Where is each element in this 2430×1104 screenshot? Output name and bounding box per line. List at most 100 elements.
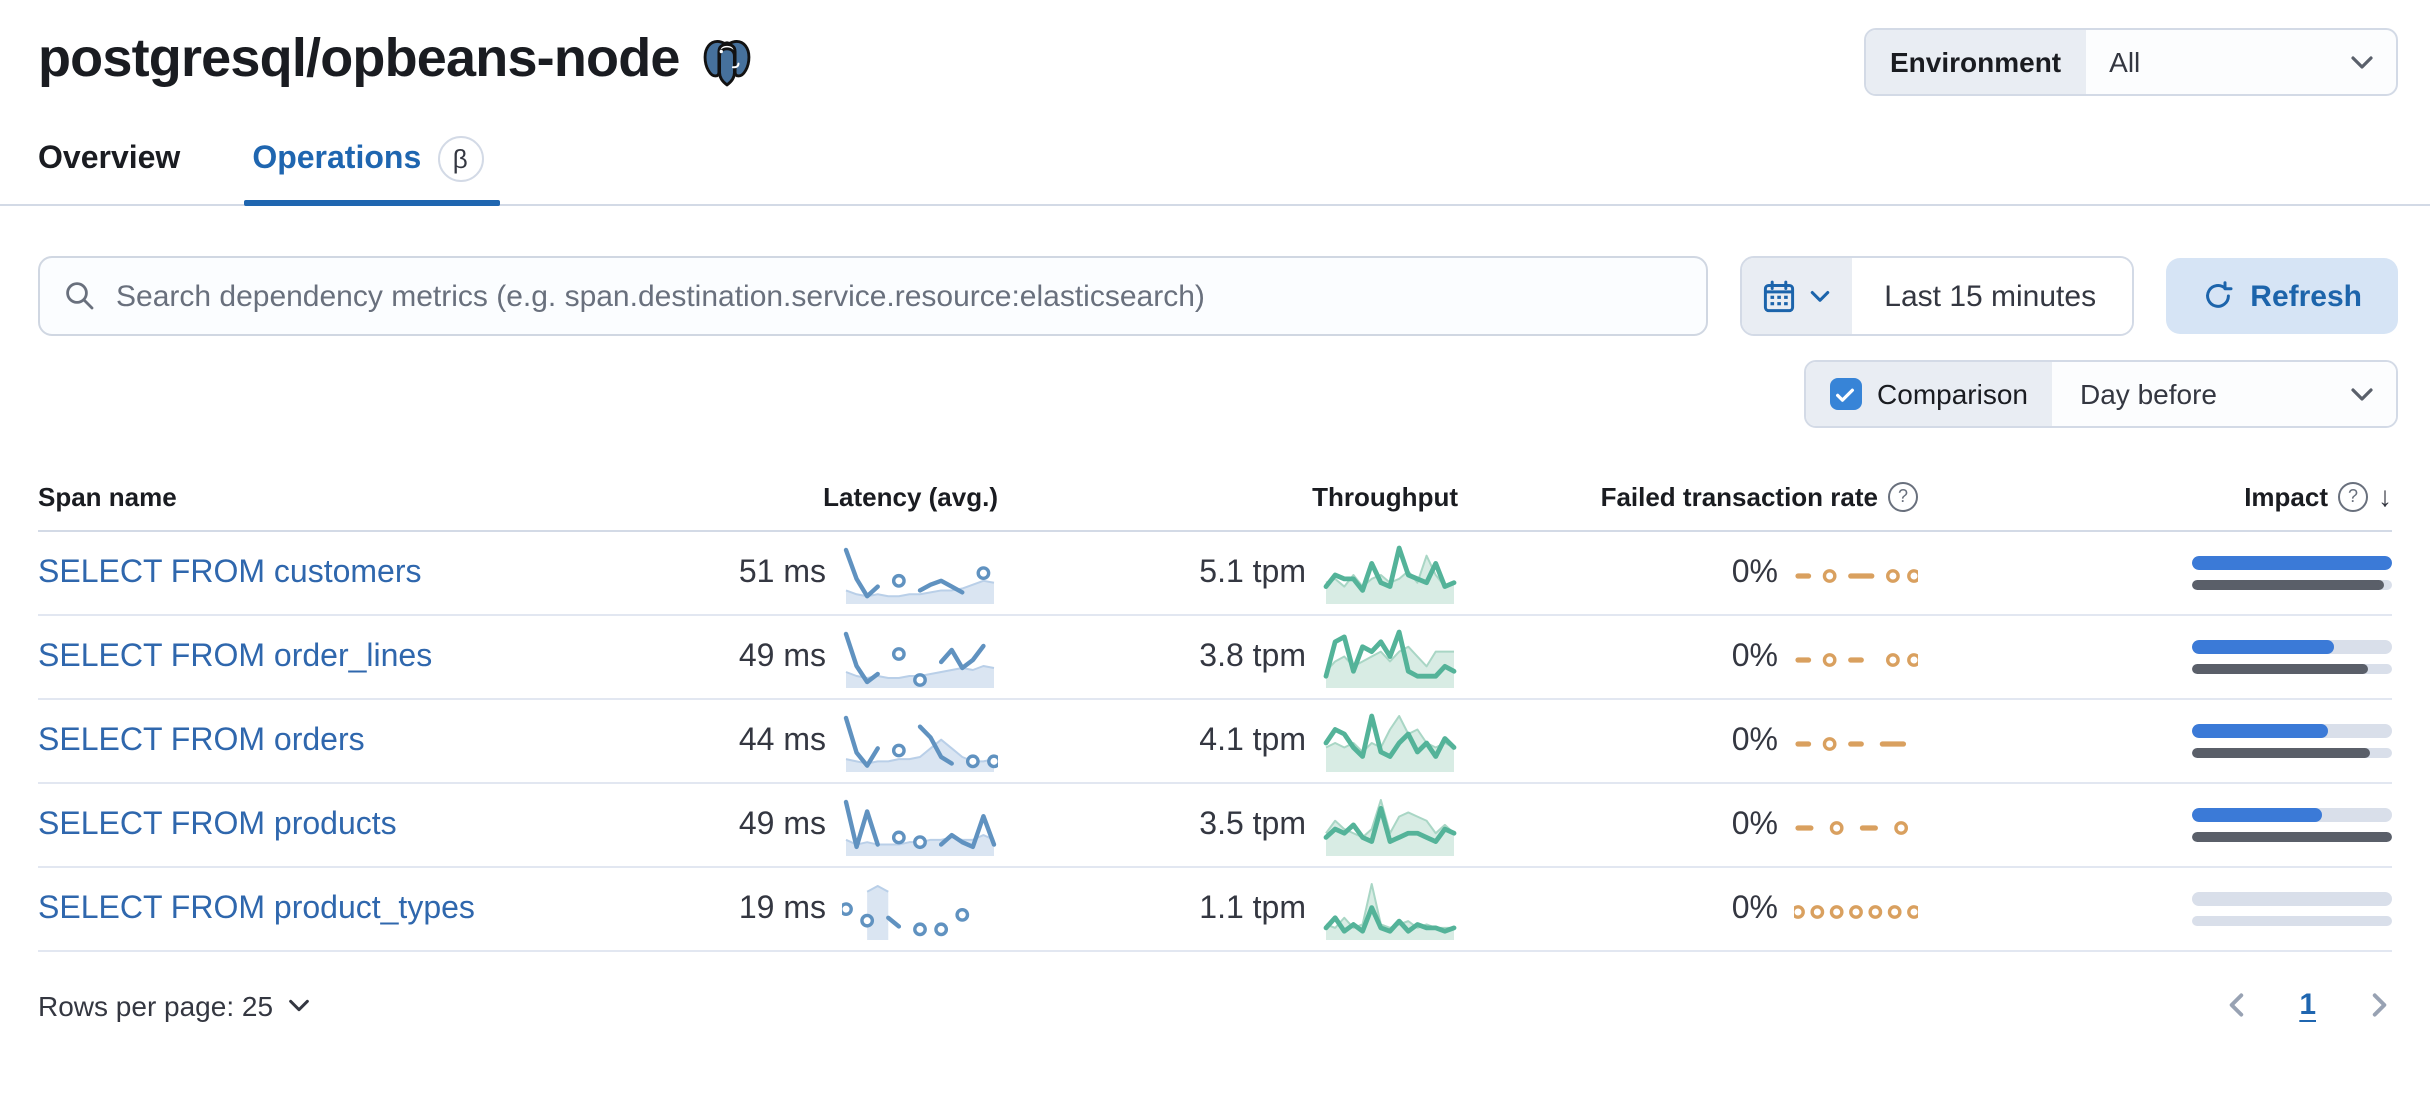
failed-rate-value: 0% [1731,639,1778,673]
chevron-down-icon [2351,388,2373,401]
tab-overview-label: Overview [38,141,181,175]
throughput-sparkline [1323,629,1457,688]
chevron-left-icon [2229,993,2243,1017]
refresh-label: Refresh [2250,279,2362,313]
next-page-button[interactable] [2360,986,2398,1024]
latency-sparkline [842,884,970,939]
table-row: SELECT FROM product_types 19 ms 1.1 tpm … [38,868,2392,952]
comparison-toggle: Comparison [1805,362,2052,426]
failed-rate-value: 0% [1731,807,1778,841]
throughput-value: 3.8 tpm [1199,639,1306,673]
span-name-link[interactable]: SELECT FROM order_lines [38,639,433,673]
failed-rate-value: 0% [1731,555,1778,589]
time-range-value: Last 15 minutes [1884,279,2097,313]
column-impact[interactable]: Impact ? ↓ [2244,480,2392,512]
date-picker: Last 15 minutes [1740,256,2135,336]
failed-rate-sparkline [1795,652,1918,666]
rows-per-page-button[interactable]: Rows per page: 25 [38,989,311,1021]
span-name-link[interactable]: SELECT FROM product_types [38,891,475,925]
comparison-row: Comparison Day before [0,360,2430,428]
tab-operations-label: Operations [252,141,422,175]
throughput-sparkline [1323,713,1457,772]
impact-bar-current [2192,640,2334,654]
previous-page-button[interactable] [2217,986,2255,1024]
table-header: Span name Latency (avg.) Throughput Fail… [38,480,2392,532]
calendar-icon [1764,279,1795,312]
table-row: SELECT FROM orders 44 ms 4.1 tpm 0% [38,700,2392,784]
impact-bars [2192,724,2392,758]
table-body: SELECT FROM customers 51 ms 5.1 tpm 0% S… [38,532,2392,952]
column-throughput: Throughput [1312,481,1458,511]
help-icon[interactable]: ? [2338,481,2368,511]
page-header: postgresql/opbeans-node Environment All [0,0,2430,96]
column-span-name: Span name [38,481,177,511]
span-name-link[interactable]: SELECT FROM customers [38,555,422,589]
comparison-select[interactable]: Day before [2052,362,2396,426]
chevron-down-icon [288,999,308,1012]
tab-overview[interactable]: Overview [38,136,180,204]
environment-select[interactable]: Environment All [1864,28,2398,96]
refresh-button[interactable]: Refresh [2166,258,2398,334]
page-title: postgresql/opbeans-node [38,28,680,88]
column-latency: Latency (avg.) [823,481,998,511]
comparison-value: Day before [2080,378,2217,410]
date-picker-calendar-button[interactable] [1742,258,1853,334]
comparison-control: Comparison Day before [1803,360,2398,428]
tab-bar: Overview Operations β [0,136,2430,206]
throughput-value: 5.1 tpm [1199,555,1306,589]
impact-bars [2192,556,2392,590]
comparison-checkbox[interactable] [1829,378,1862,410]
search-box [38,256,1709,336]
impact-bars [2192,640,2392,674]
chevron-right-icon [2372,993,2387,1017]
failed-rate-sparkline [1794,904,1918,918]
throughput-sparkline [1323,545,1457,604]
impact-bars [2192,892,2392,926]
environment-label: Environment [1866,30,2086,94]
impact-bar-previous [2192,664,2368,674]
chevron-down-icon [1811,291,1830,302]
latency-sparkline [843,798,997,855]
table-row: SELECT FROM products 49 ms 3.5 tpm 0% [38,784,2392,868]
chevron-down-icon [2351,56,2373,69]
latency-sparkline [843,714,998,771]
failed-rate-sparkline [1795,568,1918,582]
latency-value: 49 ms [738,639,826,673]
impact-bars [2192,808,2392,842]
environment-value: All [2109,46,2141,78]
latency-sparkline [843,630,995,687]
comparison-label: Comparison [1877,378,2028,410]
column-failed-rate: Failed transaction rate ? [1458,481,1918,511]
throughput-value: 1.1 tpm [1199,891,1306,925]
impact-bar-previous [2192,832,2392,842]
page-number[interactable]: 1 [2299,988,2316,1022]
throughput-value: 4.1 tpm [1199,723,1306,757]
failed-rate-sparkline [1795,820,1909,834]
help-icon[interactable]: ? [1888,481,1918,511]
refresh-icon [2206,281,2233,308]
impact-bar-current [2192,556,2392,570]
sort-desc-icon: ↓ [2378,480,2392,512]
impact-bar-previous [2192,580,2384,590]
failed-rate-sparkline [1795,736,1907,750]
time-range-button[interactable]: Last 15 minutes [1852,258,2133,334]
latency-value: 49 ms [738,807,826,841]
operations-table: Span name Latency (avg.) Throughput Fail… [0,480,2430,952]
failed-rate-value: 0% [1731,891,1778,925]
pagination: 1 [2217,986,2398,1024]
rows-per-page-label: Rows per page: 25 [38,989,274,1021]
impact-bar-current [2192,808,2322,822]
toolbar: Last 15 minutes Refresh [0,256,2430,336]
search-icon [66,282,94,310]
impact-bar-current [2192,724,2328,738]
postgresql-icon [703,38,751,86]
table-footer: Rows per page: 25 1 [0,986,2430,1024]
beta-badge: β [437,136,484,182]
check-icon [1836,387,1855,401]
span-name-link[interactable]: SELECT FROM products [38,807,397,841]
tab-operations[interactable]: Operations β [244,136,501,206]
span-name-link[interactable]: SELECT FROM orders [38,723,365,757]
search-input[interactable] [112,277,1683,315]
